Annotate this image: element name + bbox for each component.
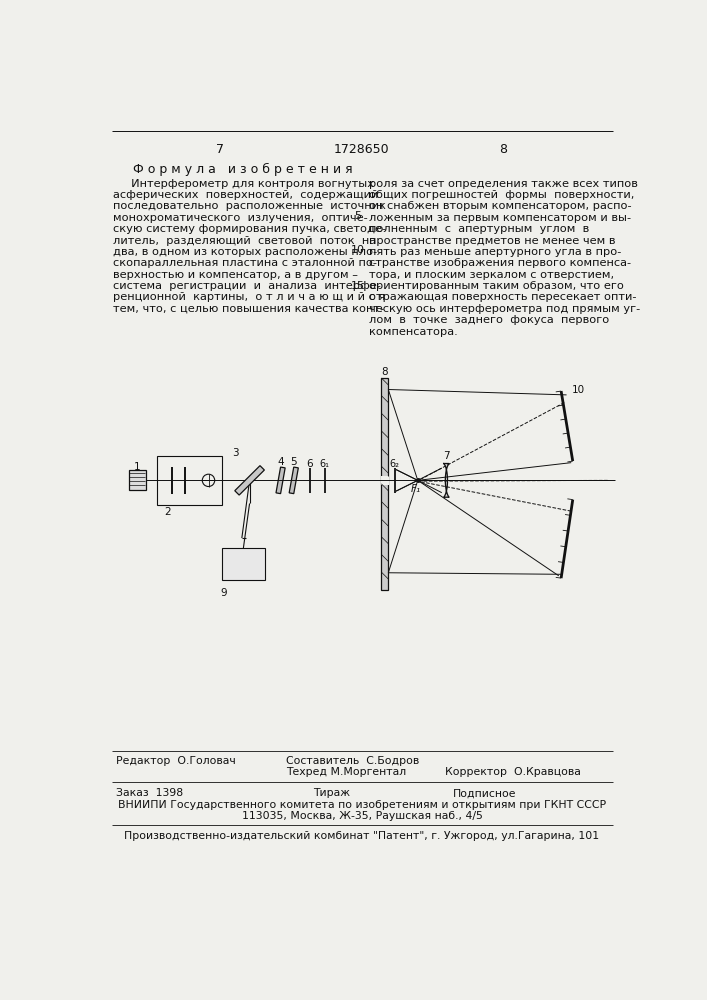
Text: 8: 8 [381, 367, 387, 377]
Text: 8: 8 [499, 143, 507, 156]
Text: Производственно-издательский комбинат "Патент", г. Ужгород, ул.Гагарина, 101: Производственно-издательский комбинат "П… [124, 831, 600, 841]
Text: 1728650: 1728650 [334, 143, 390, 156]
Text: скопараллельная пластина с эталонной по-: скопараллельная пластина с эталонной по- [113, 258, 377, 268]
Text: F₁: F₁ [411, 484, 421, 494]
Text: ВНИИПИ Государственного комитета по изобретениям и открытиям при ГКНТ СССР: ВНИИПИ Государственного комитета по изоб… [118, 800, 606, 810]
Text: тора, и плоским зеркалом с отверстием,: тора, и плоским зеркалом с отверстием, [369, 270, 614, 280]
Text: 113035, Москва, Ж-35, Раушская наб., 4/5: 113035, Москва, Ж-35, Раушская наб., 4/5 [242, 811, 482, 821]
Text: асферических  поверхностей,  содержащий: асферических поверхностей, содержащий [113, 190, 378, 200]
Text: пять раз меньше апертурного угла в про-: пять раз меньше апертурного угла в про- [369, 247, 621, 257]
Text: полненным  с  апертурным  углом  в: полненным с апертурным углом в [369, 224, 589, 234]
Text: верхностью и компенсатор, а в другом –: верхностью и компенсатор, а в другом – [113, 270, 358, 280]
Polygon shape [276, 467, 285, 494]
Text: ческую ось интерферометра под прямым уг-: ческую ось интерферометра под прямым уг- [369, 304, 640, 314]
Text: система  регистрации  и  анализа  интерфе-: система регистрации и анализа интерфе- [113, 281, 381, 291]
Text: 1: 1 [134, 462, 141, 472]
Text: Тираж: Тираж [313, 788, 350, 798]
Polygon shape [444, 464, 449, 497]
Text: последовательно  расположенные  источник: последовательно расположенные источник [113, 201, 386, 211]
Text: 4: 4 [277, 457, 284, 467]
Text: Корректор  О.Кравцова: Корректор О.Кравцова [445, 767, 580, 777]
Bar [129, 470, 146, 490]
Bar [156, 456, 223, 505]
Text: Техред М.Моргентал: Техред М.Моргентал [286, 767, 406, 777]
Text: монохроматического  излучения,  оптиче-: монохроматического излучения, оптиче- [113, 213, 368, 223]
Text: Интерферометр для контроля вогнутых: Интерферометр для контроля вогнутых [113, 179, 374, 189]
Text: 10: 10 [572, 385, 585, 395]
Text: ложенным за первым компенсатором и вы-: ложенным за первым компенсатором и вы- [369, 213, 631, 223]
Text: 6: 6 [307, 459, 313, 469]
Text: 15: 15 [351, 281, 365, 291]
Text: литель,  разделяющий  световой  поток  на: литель, разделяющий световой поток на [113, 235, 376, 245]
Text: ренционной  картины,  о т л и ч а ю щ и й с я: ренционной картины, о т л и ч а ю щ и й … [113, 292, 385, 302]
Polygon shape [289, 467, 298, 494]
Text: 5: 5 [291, 457, 297, 467]
Text: 6₁: 6₁ [319, 459, 329, 469]
Text: он снабжен вторым компенсатором, распо-: он снабжен вторым компенсатором, распо- [369, 201, 631, 211]
Text: Подписное: Подписное [452, 788, 516, 798]
Text: 3: 3 [233, 448, 239, 458]
Text: пространстве предметов не менее чем в: пространстве предметов не менее чем в [369, 235, 615, 245]
Text: 2: 2 [164, 507, 170, 517]
Text: 6₂: 6₂ [390, 459, 399, 469]
Bar [381, 378, 388, 590]
Text: 7: 7 [216, 143, 224, 156]
Text: скую систему формирования пучка, светоде-: скую систему формирования пучка, светоде… [113, 224, 386, 234]
Text: роля за счет определения также всех типов: роля за счет определения также всех типо… [369, 179, 638, 189]
Text: странстве изображения первого компенса-: странстве изображения первого компенса- [369, 258, 631, 268]
Text: ориентированным таким образом, что его: ориентированным таким образом, что его [369, 281, 624, 291]
Polygon shape [235, 466, 264, 495]
Text: Составитель  С.Бодров: Составитель С.Бодров [286, 756, 419, 766]
Text: тем, что, с целью повышения качества конт-: тем, что, с целью повышения качества кон… [113, 304, 385, 314]
Text: 5: 5 [355, 211, 361, 221]
Bar [380, 476, 389, 485]
Text: компенсатора.: компенсатора. [369, 327, 457, 337]
Text: лом  в  точке  заднего  фокуса  первого: лом в точке заднего фокуса первого [369, 315, 609, 325]
Text: два, в одном из которых расположены пло-: два, в одном из которых расположены пло- [113, 247, 378, 257]
Text: 10: 10 [351, 245, 365, 255]
Text: Заказ  1398: Заказ 1398 [116, 788, 183, 798]
Text: общих погрешностей  формы  поверхности,: общих погрешностей формы поверхности, [369, 190, 634, 200]
Text: отражающая поверхность пересекает опти-: отражающая поверхность пересекает опти- [369, 292, 636, 302]
Text: Ф о р м у л а   и з о б р е т е н и я: Ф о р м у л а и з о б р е т е н и я [134, 163, 353, 176]
Bar [223, 548, 265, 580]
Text: 7: 7 [443, 451, 450, 461]
Text: 9: 9 [220, 588, 227, 598]
Text: Редактор  О.Головач: Редактор О.Головач [116, 756, 236, 766]
